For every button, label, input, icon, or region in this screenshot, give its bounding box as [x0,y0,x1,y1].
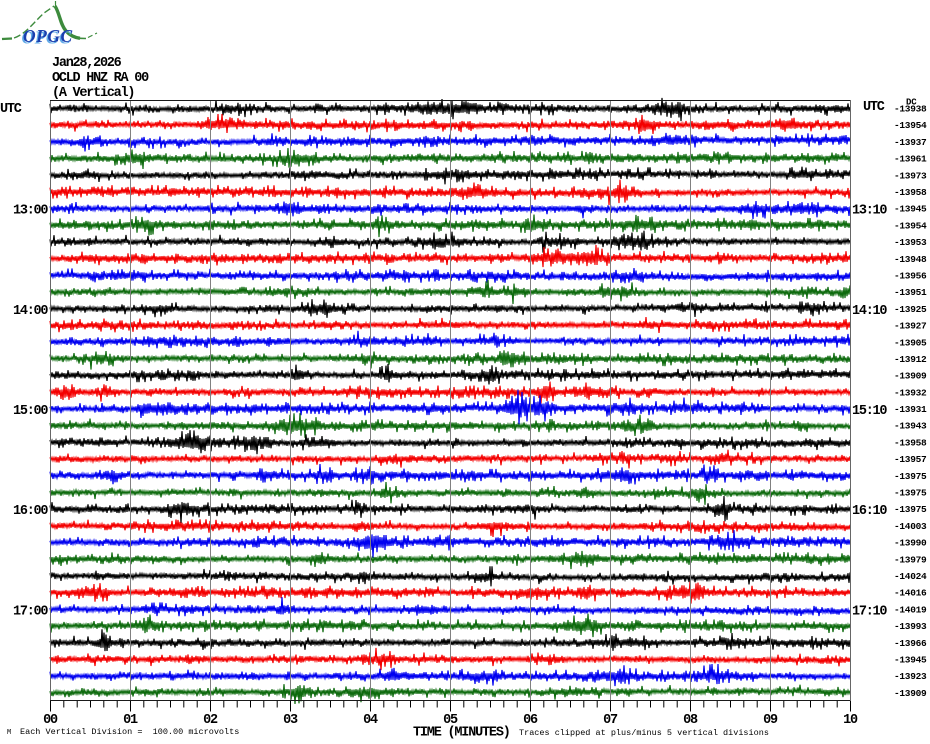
svg-text:10: 10 [843,713,858,728]
svg-text:03: 03 [283,713,298,728]
svg-text:14:00: 14:00 [13,304,48,319]
svg-text:-13958: -13958 [894,187,927,198]
svg-text:08: 08 [683,713,698,728]
svg-text:17:10: 17:10 [852,604,887,619]
svg-text:Each Vertical Division = 100.: Each Vertical Division = 100.00 microvol… [20,727,239,737]
svg-text:00: 00 [43,713,58,728]
svg-text:15:00: 15:00 [13,404,48,419]
svg-text:-13966: -13966 [894,638,927,649]
svg-text:13:10: 13:10 [852,204,887,219]
svg-text:09: 09 [763,713,778,728]
svg-text:15:10: 15:10 [852,404,887,419]
svg-text:-13954: -13954 [894,120,927,131]
svg-text:13:00: 13:00 [13,204,48,219]
svg-text:-13954: -13954 [894,220,927,231]
svg-text:-13948: -13948 [894,254,927,265]
svg-text:16:10: 16:10 [852,504,887,519]
svg-text:-13937: -13937 [894,137,927,148]
svg-text:-13938: -13938 [894,104,927,115]
svg-text:07: 07 [603,713,618,728]
svg-text:UTC: UTC [0,102,22,117]
svg-text:06: 06 [523,713,538,728]
svg-text:-13943: -13943 [894,421,927,432]
svg-text:-13993: -13993 [894,621,927,632]
svg-text:01: 01 [123,713,138,728]
svg-text:TIME (MINUTES): TIME (MINUTES) [413,726,510,741]
svg-text:-13909: -13909 [894,371,927,382]
svg-text:-13973: -13973 [894,170,927,181]
svg-text:-13953: -13953 [894,237,927,248]
svg-text:-13912: -13912 [894,354,927,365]
svg-text:(A Vertical): (A Vertical) [52,86,134,101]
svg-text:05: 05 [443,713,458,728]
svg-text:-13975: -13975 [894,471,927,482]
svg-text:UTC: UTC [863,100,885,115]
svg-text:-13909: -13909 [894,688,927,699]
svg-text:16:00: 16:00 [13,504,48,519]
svg-text:-13990: -13990 [894,538,927,549]
svg-text:-14016: -14016 [894,588,927,599]
svg-text:-13927: -13927 [894,321,927,332]
svg-text:DC: DC [906,98,917,108]
svg-text:-13951: -13951 [894,287,927,298]
svg-text:04: 04 [363,713,378,728]
svg-text:-13923: -13923 [894,671,927,682]
svg-text:-13979: -13979 [894,554,927,565]
svg-text:-13945: -13945 [894,655,927,666]
svg-text:OPGC: OPGC [23,26,73,46]
svg-text:-13961: -13961 [894,154,927,165]
svg-text:-13975: -13975 [894,504,927,515]
svg-text:-13931: -13931 [894,404,927,415]
svg-text:-14024: -14024 [894,571,927,582]
svg-text:-14003: -14003 [894,521,927,532]
svg-text:OCLD HNZ RA 00: OCLD HNZ RA 00 [52,71,149,86]
svg-text:-13905: -13905 [894,337,927,348]
svg-text:14:10: 14:10 [852,304,887,319]
svg-text:17:00: 17:00 [13,604,48,619]
svg-text:02: 02 [203,713,218,728]
svg-text:-13956: -13956 [894,271,927,282]
svg-text:M: M [7,729,11,737]
svg-text:-13957: -13957 [894,454,927,465]
svg-text:-13958: -13958 [894,437,927,448]
svg-text:-14019: -14019 [894,604,927,615]
svg-text:-13975: -13975 [894,488,927,499]
svg-text:-13925: -13925 [894,304,927,315]
svg-text:-13945: -13945 [894,204,927,215]
svg-text:OPGC: OPGC [22,28,72,48]
svg-text:-13932: -13932 [894,387,927,398]
svg-text:Traces clipped at plus/minus 5: Traces clipped at plus/minus 5 vertical … [519,728,769,738]
svg-text:Jan28,2026: Jan28,2026 [52,56,122,71]
